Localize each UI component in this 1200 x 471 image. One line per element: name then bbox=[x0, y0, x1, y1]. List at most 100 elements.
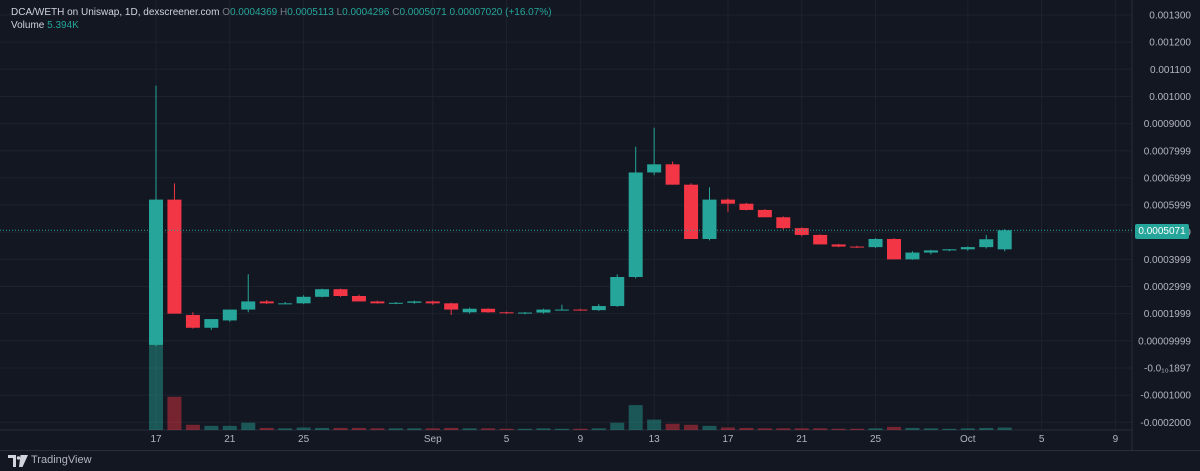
candle-body bbox=[518, 312, 532, 314]
candle-body bbox=[610, 276, 625, 307]
candle-body bbox=[739, 203, 754, 210]
candle-body bbox=[499, 312, 514, 314]
volume-bar bbox=[997, 427, 1012, 430]
volume-bar bbox=[628, 405, 643, 430]
candle-body bbox=[388, 302, 403, 304]
candle-body bbox=[720, 199, 735, 204]
volume-bar bbox=[610, 422, 625, 430]
y-tick-label: 0.0002999 bbox=[1144, 282, 1192, 293]
volume-bar bbox=[979, 427, 994, 430]
candle-body bbox=[776, 217, 791, 229]
volume-bar bbox=[149, 322, 163, 430]
volume-bar bbox=[684, 424, 699, 430]
candle-body bbox=[370, 301, 385, 304]
high-value: 0.0005113 bbox=[287, 7, 334, 18]
tradingview-logo-icon[interactable] bbox=[8, 455, 28, 467]
close-label: C bbox=[392, 7, 400, 18]
y-tick-label: 0.0006999 bbox=[1144, 173, 1192, 184]
volume-bar bbox=[259, 427, 274, 430]
volume-bar bbox=[388, 428, 403, 430]
volume-bar bbox=[720, 427, 735, 430]
candle-body bbox=[665, 164, 680, 185]
volume-bar bbox=[204, 425, 219, 430]
volume-bar bbox=[315, 427, 330, 430]
volume-bar bbox=[739, 427, 754, 430]
volume-bar bbox=[296, 427, 311, 430]
symbol-title: DCA/WETH on Uniswap, 1D, dexscreener.com bbox=[11, 7, 220, 18]
volume-bar bbox=[757, 428, 772, 430]
x-tick-label: 5 bbox=[1039, 434, 1045, 445]
low-value: 0.0004296 bbox=[342, 7, 390, 18]
candle-body bbox=[554, 309, 569, 311]
candle-body bbox=[333, 289, 348, 297]
volume-bar bbox=[813, 428, 828, 430]
volume-bar bbox=[425, 428, 440, 430]
volume-bar bbox=[536, 428, 551, 430]
candle-body bbox=[259, 301, 274, 304]
candle-body bbox=[444, 303, 459, 310]
volume-bar bbox=[499, 428, 514, 430]
candle-body bbox=[481, 308, 496, 313]
volume-bar bbox=[776, 428, 791, 430]
volume-bar bbox=[942, 428, 957, 430]
y-tick-label: -0.0001000 bbox=[1140, 391, 1191, 402]
y-tick-label: 0.001100 bbox=[1150, 65, 1191, 76]
candle-body bbox=[296, 296, 311, 304]
candle-body bbox=[794, 228, 809, 235]
price-axis[interactable]: 0.001300 0.001200 0.001100 0.001000 0.000900… bbox=[1138, 11, 1191, 429]
legend-row-ohlc: DCA/WETH on Uniswap, 1D, dexscreener.com… bbox=[11, 6, 552, 19]
candle-body bbox=[850, 246, 865, 248]
candle-body bbox=[425, 301, 440, 304]
y-tick-label: 0.0005999 bbox=[1144, 201, 1192, 212]
candle-body bbox=[905, 252, 920, 260]
volume-bars bbox=[149, 322, 1012, 430]
volume-bar bbox=[554, 428, 569, 430]
y-tick-label: 0.0009000 bbox=[1144, 119, 1192, 130]
y-tick-label: 0.001200 bbox=[1149, 38, 1191, 49]
candle-body bbox=[942, 249, 957, 251]
candles bbox=[149, 85, 1012, 347]
candle-body bbox=[315, 289, 330, 297]
volume-label: Volume bbox=[11, 20, 45, 31]
y-tick-label: -0.0002000 bbox=[1140, 418, 1191, 429]
x-tick-label: 13 bbox=[649, 434, 661, 445]
volume-bar bbox=[222, 425, 237, 430]
candle-body bbox=[628, 172, 643, 277]
volume-bar bbox=[351, 427, 366, 430]
legend-row-volume: Volume 5.394K bbox=[11, 19, 552, 32]
volume-bar bbox=[923, 428, 938, 430]
tradingview-brand[interactable]: TradingView bbox=[31, 454, 92, 466]
volume-bar bbox=[702, 425, 717, 430]
volume-bar bbox=[573, 428, 588, 430]
volume-bar bbox=[794, 428, 809, 430]
volume-bar bbox=[591, 428, 606, 430]
y-tick-label: 0.0007999 bbox=[1144, 146, 1192, 157]
volume-bar bbox=[850, 428, 865, 430]
volume-bar bbox=[868, 428, 883, 430]
candlestick-chart[interactable]: 0.001300 0.001200 0.001100 0.001000 0.000900… bbox=[0, 0, 1200, 450]
x-tick-label: Oct bbox=[960, 434, 976, 445]
y-tick-label: 0.0001999 bbox=[1144, 309, 1192, 320]
footer-bar: TradingView bbox=[0, 450, 1200, 471]
candle-body bbox=[813, 234, 828, 245]
time-axis[interactable]: 17 21 25 Sep 5 9 13 17 21 25 Oct 5 9 bbox=[150, 434, 1118, 445]
x-tick-label: 17 bbox=[722, 434, 734, 445]
candle-body bbox=[647, 164, 662, 173]
candle-body bbox=[831, 244, 846, 247]
candle-body bbox=[185, 315, 200, 328]
volume-bar bbox=[665, 423, 680, 430]
x-tick-label: 21 bbox=[224, 434, 236, 445]
x-tick-label: 9 bbox=[578, 434, 584, 445]
x-tick-label: 9 bbox=[1113, 434, 1119, 445]
volume-bar bbox=[831, 428, 846, 430]
candle-body bbox=[960, 247, 975, 250]
candle-body bbox=[979, 239, 994, 248]
candle-body bbox=[167, 199, 182, 314]
volume-value: 5.394K bbox=[47, 20, 79, 31]
volume-bar bbox=[462, 428, 477, 430]
y-tick-label: 0.001300 bbox=[1149, 11, 1191, 22]
volume-bar bbox=[647, 419, 662, 430]
volume-bar bbox=[241, 422, 256, 430]
y-tick-label: 0.0003999 bbox=[1144, 255, 1192, 266]
candle-body bbox=[241, 301, 256, 310]
